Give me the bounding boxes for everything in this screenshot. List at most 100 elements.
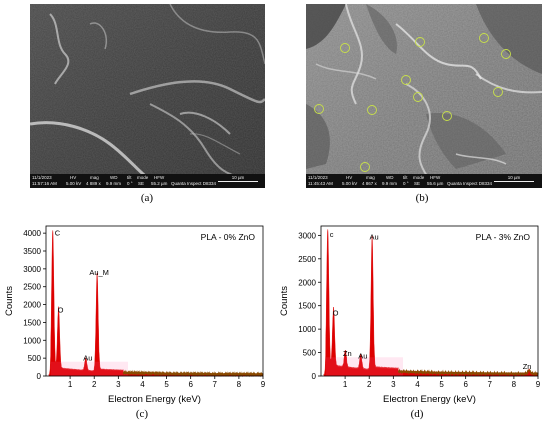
legend-text: PLA - 3% ZnO xyxy=(476,232,531,242)
scale-bar: 10 µm xyxy=(218,175,258,182)
sem-image-a: 11/1/2023 11:57:16 AM HV 5.00 kV mag 4 8… xyxy=(30,4,265,188)
peak-label: O xyxy=(333,308,339,317)
eds-chart-d-svg: 1 2 3 4 5 6 7 8 9 0 500 1000 1500 2000 2500 3000 Electro… xyxy=(279,225,541,405)
spectrum-baseline xyxy=(122,369,264,378)
plot-frame xyxy=(45,225,264,377)
spectrum-highlight xyxy=(325,357,403,376)
peak-label: Au xyxy=(358,351,367,360)
spectrum-area xyxy=(48,230,264,377)
x-axis-label: Electron Energy (keV) xyxy=(108,394,201,405)
x-tick-label: 2 xyxy=(367,380,372,389)
databar-date: 11/1/2023 xyxy=(308,175,328,180)
peak-label: c xyxy=(330,230,334,239)
databar-wd-header: WD xyxy=(110,175,118,180)
eds-spot-markers xyxy=(314,33,511,172)
x-tick-label: 5 xyxy=(439,380,444,389)
eds-chart-c: 1 2 3 4 5 6 7 8 9 0 500 1000 1500 2000 2500 3000 3500 400… xyxy=(0,212,275,424)
sem-texture-a xyxy=(30,4,265,188)
sem-texture-b xyxy=(306,4,542,188)
databar-instrument: Quanta Inspect D8334 xyxy=(447,181,493,186)
databar-mag-header: mag xyxy=(366,175,375,180)
databar-mode: SE xyxy=(138,181,145,186)
databar-tilt-header: tilt xyxy=(127,175,132,180)
legend-text: PLA - 0% ZnO xyxy=(201,232,256,242)
plot-frame xyxy=(320,225,539,377)
databar-tilt: 0 ° xyxy=(127,181,133,186)
y-tick-label: 3500 xyxy=(23,247,41,256)
x-tick-label: 7 xyxy=(488,380,493,389)
databar-instrument: Quanta Inspect D8334 xyxy=(171,181,217,186)
spectrum-highlight xyxy=(50,361,128,376)
x-tick-label: 4 xyxy=(140,380,145,389)
y-tick-label: 2000 xyxy=(23,301,41,310)
databar-hfw-header: HFW xyxy=(154,175,165,180)
peak-label: Zn xyxy=(343,349,352,358)
sem-databar-b: 11/1/2023 11:45:43 AM HV 5.00 kV mag 4 8… xyxy=(306,174,542,188)
scale-bar: 10 µm xyxy=(494,175,534,182)
databar-mode-header: mode xyxy=(413,175,425,180)
peak-label: Zn xyxy=(523,362,532,371)
databar-tilt: 0 ° xyxy=(403,181,409,186)
y-axis-label: Counts xyxy=(279,286,290,316)
x-tick-label: 4 xyxy=(415,380,420,389)
databar-wd-header: WD xyxy=(386,175,394,180)
databar-hv: 5.00 kV xyxy=(342,181,358,186)
spectrum-baseline xyxy=(397,368,539,377)
peak-label: C xyxy=(55,229,61,238)
databar-hv-header: HV xyxy=(70,175,77,180)
y-tick-label: 4000 xyxy=(23,229,41,238)
y-tick-label: 2000 xyxy=(298,278,316,287)
y-tick-label: 2500 xyxy=(298,255,316,264)
peak-label: O xyxy=(58,305,64,314)
y-tick-label: 3000 xyxy=(298,231,316,240)
databar-mode-header: mode xyxy=(137,175,149,180)
eds-chart-c-svg: 1 2 3 4 5 6 7 8 9 0 500 1000 1500 2000 2500 3000 3500 400… xyxy=(4,225,266,405)
x-tick-label: 3 xyxy=(116,380,121,389)
y-tick-label: 0 xyxy=(312,372,317,381)
x-tick-label: 1 xyxy=(343,380,348,389)
databar-mode: SE xyxy=(414,181,421,186)
panel-label-d: (d) xyxy=(410,408,424,420)
databar-mag-header: mag xyxy=(90,175,99,180)
x-tick-label: 6 xyxy=(463,380,468,389)
databar-time: 11:57:16 AM xyxy=(32,181,57,186)
x-tick-label: 6 xyxy=(188,380,193,389)
x-tick-label: 1 xyxy=(68,380,73,389)
x-tick-label: 9 xyxy=(261,380,266,389)
peak-label: Au xyxy=(83,354,92,363)
x-tick-label: 5 xyxy=(164,380,169,389)
databar-hfw: 55.6 µm xyxy=(427,181,444,186)
x-tick-label: 7 xyxy=(213,380,218,389)
y-tick-label: 500 xyxy=(303,349,317,358)
databar-hv-header: HV xyxy=(346,175,353,180)
y-tick-label: 3000 xyxy=(23,265,41,274)
y-tick-label: 1500 xyxy=(23,318,41,327)
sem-databar-a: 11/1/2023 11:57:16 AM HV 5.00 kV mag 4 8… xyxy=(30,174,265,188)
databar-tilt-header: tilt xyxy=(403,175,408,180)
databar-mag: 4 867 x xyxy=(362,181,377,186)
databar-hfw-header: HFW xyxy=(430,175,441,180)
x-axis-label: Electron Energy (keV) xyxy=(383,394,476,405)
y-tick-label: 500 xyxy=(28,354,42,363)
databar-date: 11/1/2023 xyxy=(32,175,52,180)
x-tick-label: 8 xyxy=(512,380,517,389)
panel-label-a: (a) xyxy=(140,192,154,204)
spectrum-area xyxy=(323,229,539,377)
peak-label: Au xyxy=(370,232,379,241)
y-tick-label: 1000 xyxy=(298,325,316,334)
x-tick-label: 3 xyxy=(391,380,396,389)
x-tick-label: 9 xyxy=(536,380,541,389)
y-tick-label: 2500 xyxy=(23,283,41,292)
sem-image-b: 11/1/2023 11:45:43 AM HV 5.00 kV mag 4 8… xyxy=(306,4,542,188)
y-tick-label: 0 xyxy=(37,372,42,381)
panel-label-c: (c) xyxy=(135,408,149,420)
databar-hfw: 55.2 µm xyxy=(151,181,168,186)
databar-time: 11:45:43 AM xyxy=(308,181,333,186)
databar-hv: 5.00 kV xyxy=(66,181,82,186)
x-tick-label: 8 xyxy=(237,380,242,389)
databar-wd: 9.9 mm xyxy=(106,181,122,186)
eds-chart-d: 1 2 3 4 5 6 7 8 9 0 500 1000 1500 2000 2500 3000 Electro… xyxy=(275,212,550,424)
y-tick-label: 1000 xyxy=(23,336,41,345)
y-tick-label: 1500 xyxy=(298,302,316,311)
databar-wd: 9.9 mm xyxy=(382,181,398,186)
